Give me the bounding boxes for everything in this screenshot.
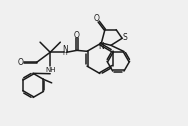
Text: N: N: [62, 45, 68, 54]
Text: O: O: [94, 14, 100, 23]
Text: O: O: [18, 58, 24, 67]
Text: S: S: [123, 33, 128, 42]
Text: O: O: [74, 31, 80, 40]
Text: N: N: [98, 42, 104, 51]
Text: H: H: [63, 51, 67, 56]
Text: NH: NH: [45, 67, 55, 73]
